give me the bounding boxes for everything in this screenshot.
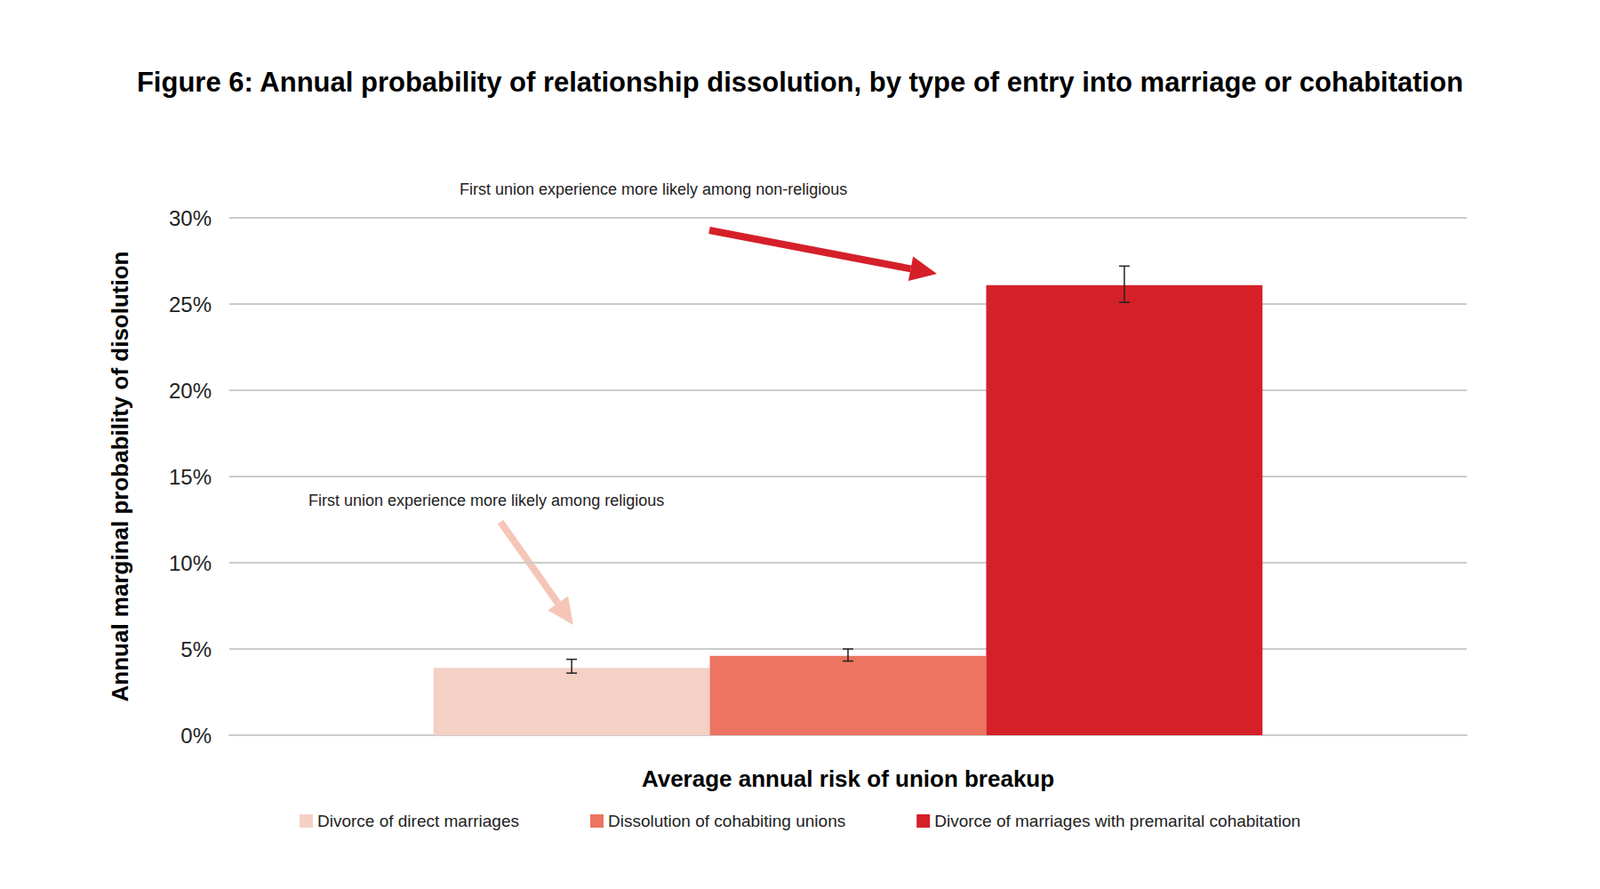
svg-text:15%: 15% [168,464,212,489]
svg-text:Divorce of marriages with prem: Divorce of marriages with premarital coh… [934,811,1301,831]
svg-text:Figure 6: Annual probability o: Figure 6: Annual probability of relation… [136,66,1464,98]
svg-text:25%: 25% [168,292,212,317]
svg-text:Divorce of direct marriages: Divorce of direct marriages [317,811,520,831]
svg-text:Dissolution of cohabiting unio: Dissolution of cohabiting unions [608,811,846,831]
svg-text:First union experience more li: First union experience more likely among… [459,180,848,199]
svg-text:10%: 10% [168,551,212,576]
svg-text:20%: 20% [168,378,212,403]
svg-text:First union experience more li: First union experience more likely among… [308,491,664,510]
svg-text:Average annual risk of union b: Average annual risk of union breakup [641,765,1055,792]
svg-text:0%: 0% [180,723,212,748]
svg-text:5%: 5% [180,637,212,662]
svg-text:Annual marginal probability of: Annual marginal probability of disolutio… [106,251,134,703]
svg-text:30%: 30% [168,206,212,231]
